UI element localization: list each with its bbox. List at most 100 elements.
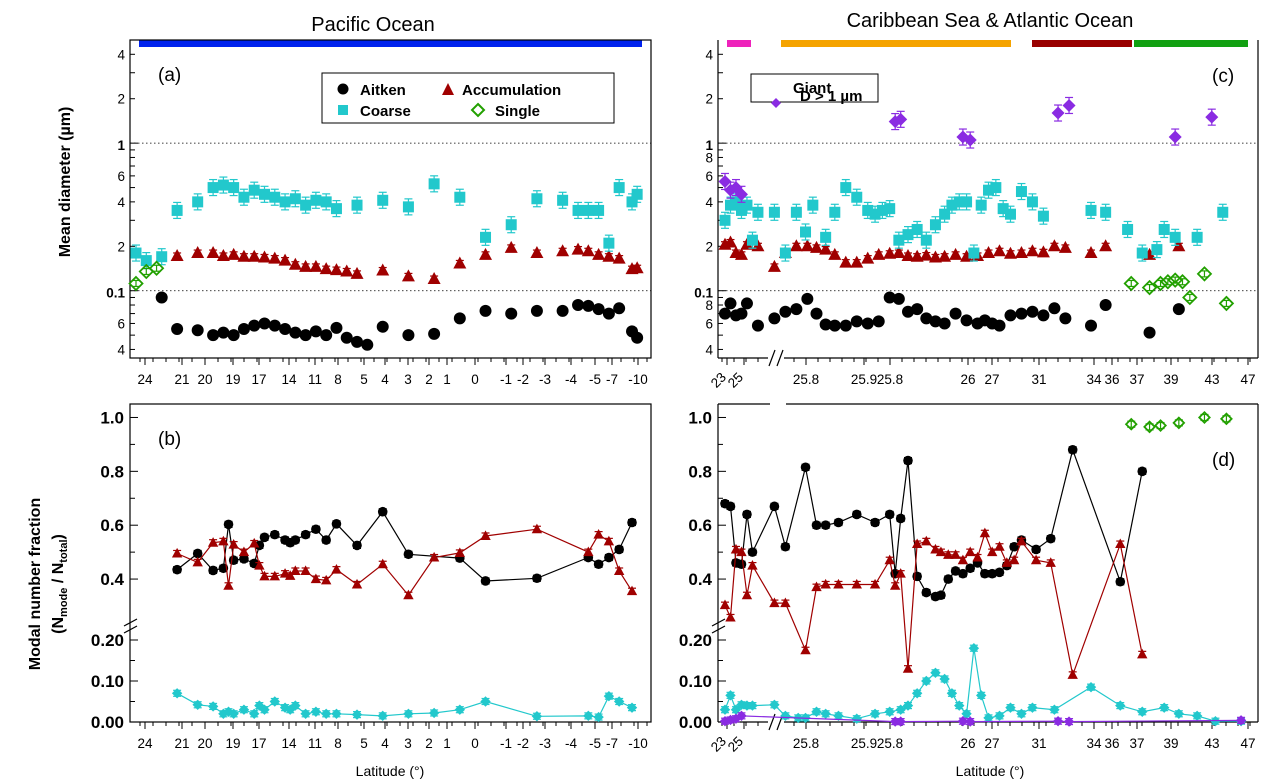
aitken-point — [747, 547, 758, 557]
aitken-point — [403, 549, 414, 560]
y-tick-label: 8 — [705, 298, 713, 313]
aitken-line — [176, 510, 633, 582]
accumulation-point — [504, 240, 518, 253]
aitken-point — [850, 315, 863, 328]
x-tick-label: -5 — [589, 736, 601, 751]
y-tick-label: 1.0 — [100, 408, 124, 427]
coarse-point — [1100, 206, 1112, 218]
x-tick-label: 26 — [960, 736, 975, 751]
accumulation-point — [883, 246, 897, 259]
accumulation-point — [884, 554, 895, 565]
accumulation-point — [350, 266, 364, 279]
coarse-point — [820, 708, 831, 719]
accumulation-point — [285, 570, 296, 580]
coarse-point — [248, 184, 260, 196]
coarse-point — [1191, 231, 1203, 243]
accumulation-point — [921, 535, 932, 546]
coarse-point — [983, 712, 994, 724]
accumulation-point — [238, 546, 250, 557]
coarse-point — [1191, 710, 1203, 722]
single-point — [1219, 412, 1233, 426]
x-tick-label: 24 — [137, 372, 153, 387]
accumulation-point — [612, 251, 626, 264]
accumulation-point — [723, 235, 737, 248]
x-tick-label: 21 — [174, 372, 189, 387]
accumulation-point — [278, 253, 292, 266]
accumulation-point — [556, 244, 570, 257]
aitken-point — [582, 299, 595, 312]
accumulation-point — [1003, 246, 1017, 259]
accumulation-point — [902, 663, 914, 673]
coarse-point — [851, 191, 863, 203]
aitken-point — [172, 564, 182, 575]
x-tick-label: -2 — [517, 736, 529, 751]
coarse-point — [1137, 706, 1148, 717]
y-tick-label: 0.6 — [100, 516, 124, 535]
coarse-point — [779, 247, 791, 259]
aitken-point — [740, 297, 753, 310]
aitken-point — [289, 326, 302, 339]
y-tick-label: 1.0 — [688, 408, 712, 427]
coarse-point — [1037, 210, 1049, 222]
aitken-point — [895, 513, 906, 524]
coarse-point — [911, 688, 923, 699]
accumulation-point — [320, 574, 332, 585]
x-tick-label: 14 — [281, 372, 297, 387]
aitken-point — [258, 317, 271, 330]
aitken-point — [239, 554, 249, 564]
y-tick-label: 2 — [705, 239, 713, 254]
x-tick-label: 2 — [425, 372, 433, 387]
accumulation-point — [919, 248, 933, 261]
coarse-point — [1004, 208, 1016, 220]
region-title-pacific: Pacific Ocean — [311, 14, 434, 36]
accumulation-point — [376, 263, 390, 276]
accumulation-point — [982, 246, 996, 259]
giant-point — [1052, 715, 1064, 727]
aitken-point — [839, 319, 852, 332]
aitken-point — [780, 541, 791, 552]
region-bar-darkred — [1032, 40, 1132, 47]
aitken-point — [192, 548, 203, 559]
y-tick-label: 0.6 — [688, 516, 712, 535]
accumulation-point — [819, 242, 833, 255]
accumulation-point — [780, 597, 791, 608]
coarse-point — [790, 206, 802, 218]
aitken-point — [402, 329, 415, 342]
coarse-point — [402, 201, 414, 213]
accumulation-point — [268, 251, 282, 264]
accumulation-point — [290, 565, 301, 575]
accumulation-point — [480, 530, 491, 540]
coarse-point — [259, 704, 270, 715]
accumulation-point — [258, 250, 271, 263]
aitken-point — [1067, 444, 1078, 455]
coarse-point — [1173, 708, 1185, 719]
accumulation-point — [994, 541, 1005, 551]
single-point — [1196, 266, 1213, 282]
legend-giant-title: Giant — [793, 80, 831, 97]
accumulation-point — [254, 560, 265, 570]
accumulation-point — [453, 256, 467, 269]
aitken-point — [1004, 309, 1017, 322]
coarse-point — [840, 182, 852, 194]
y-tick-label: 0.1 — [694, 286, 713, 301]
coarse-point — [968, 247, 980, 259]
coarse-point — [976, 690, 987, 701]
x-tick-label: -7 — [606, 372, 618, 387]
aitken-point — [613, 302, 626, 315]
y-tick-label: 2 — [705, 92, 713, 107]
coarse-point — [1151, 244, 1163, 256]
x-tick-label: 4 — [381, 372, 389, 387]
coarse-point — [939, 673, 950, 685]
aitken-point — [361, 338, 374, 351]
aitken-point — [903, 455, 913, 466]
accumulation-point — [1014, 246, 1028, 259]
coarse-point — [851, 713, 862, 724]
coarse-point — [961, 196, 973, 208]
aitken-point — [1137, 466, 1148, 477]
accumulation-point — [910, 249, 924, 262]
accumulation-point — [993, 244, 1006, 257]
single-point — [1152, 275, 1169, 292]
accumulation-point — [800, 644, 811, 655]
x-tick-label: -1 — [500, 736, 512, 751]
accumulation-point — [300, 565, 311, 575]
